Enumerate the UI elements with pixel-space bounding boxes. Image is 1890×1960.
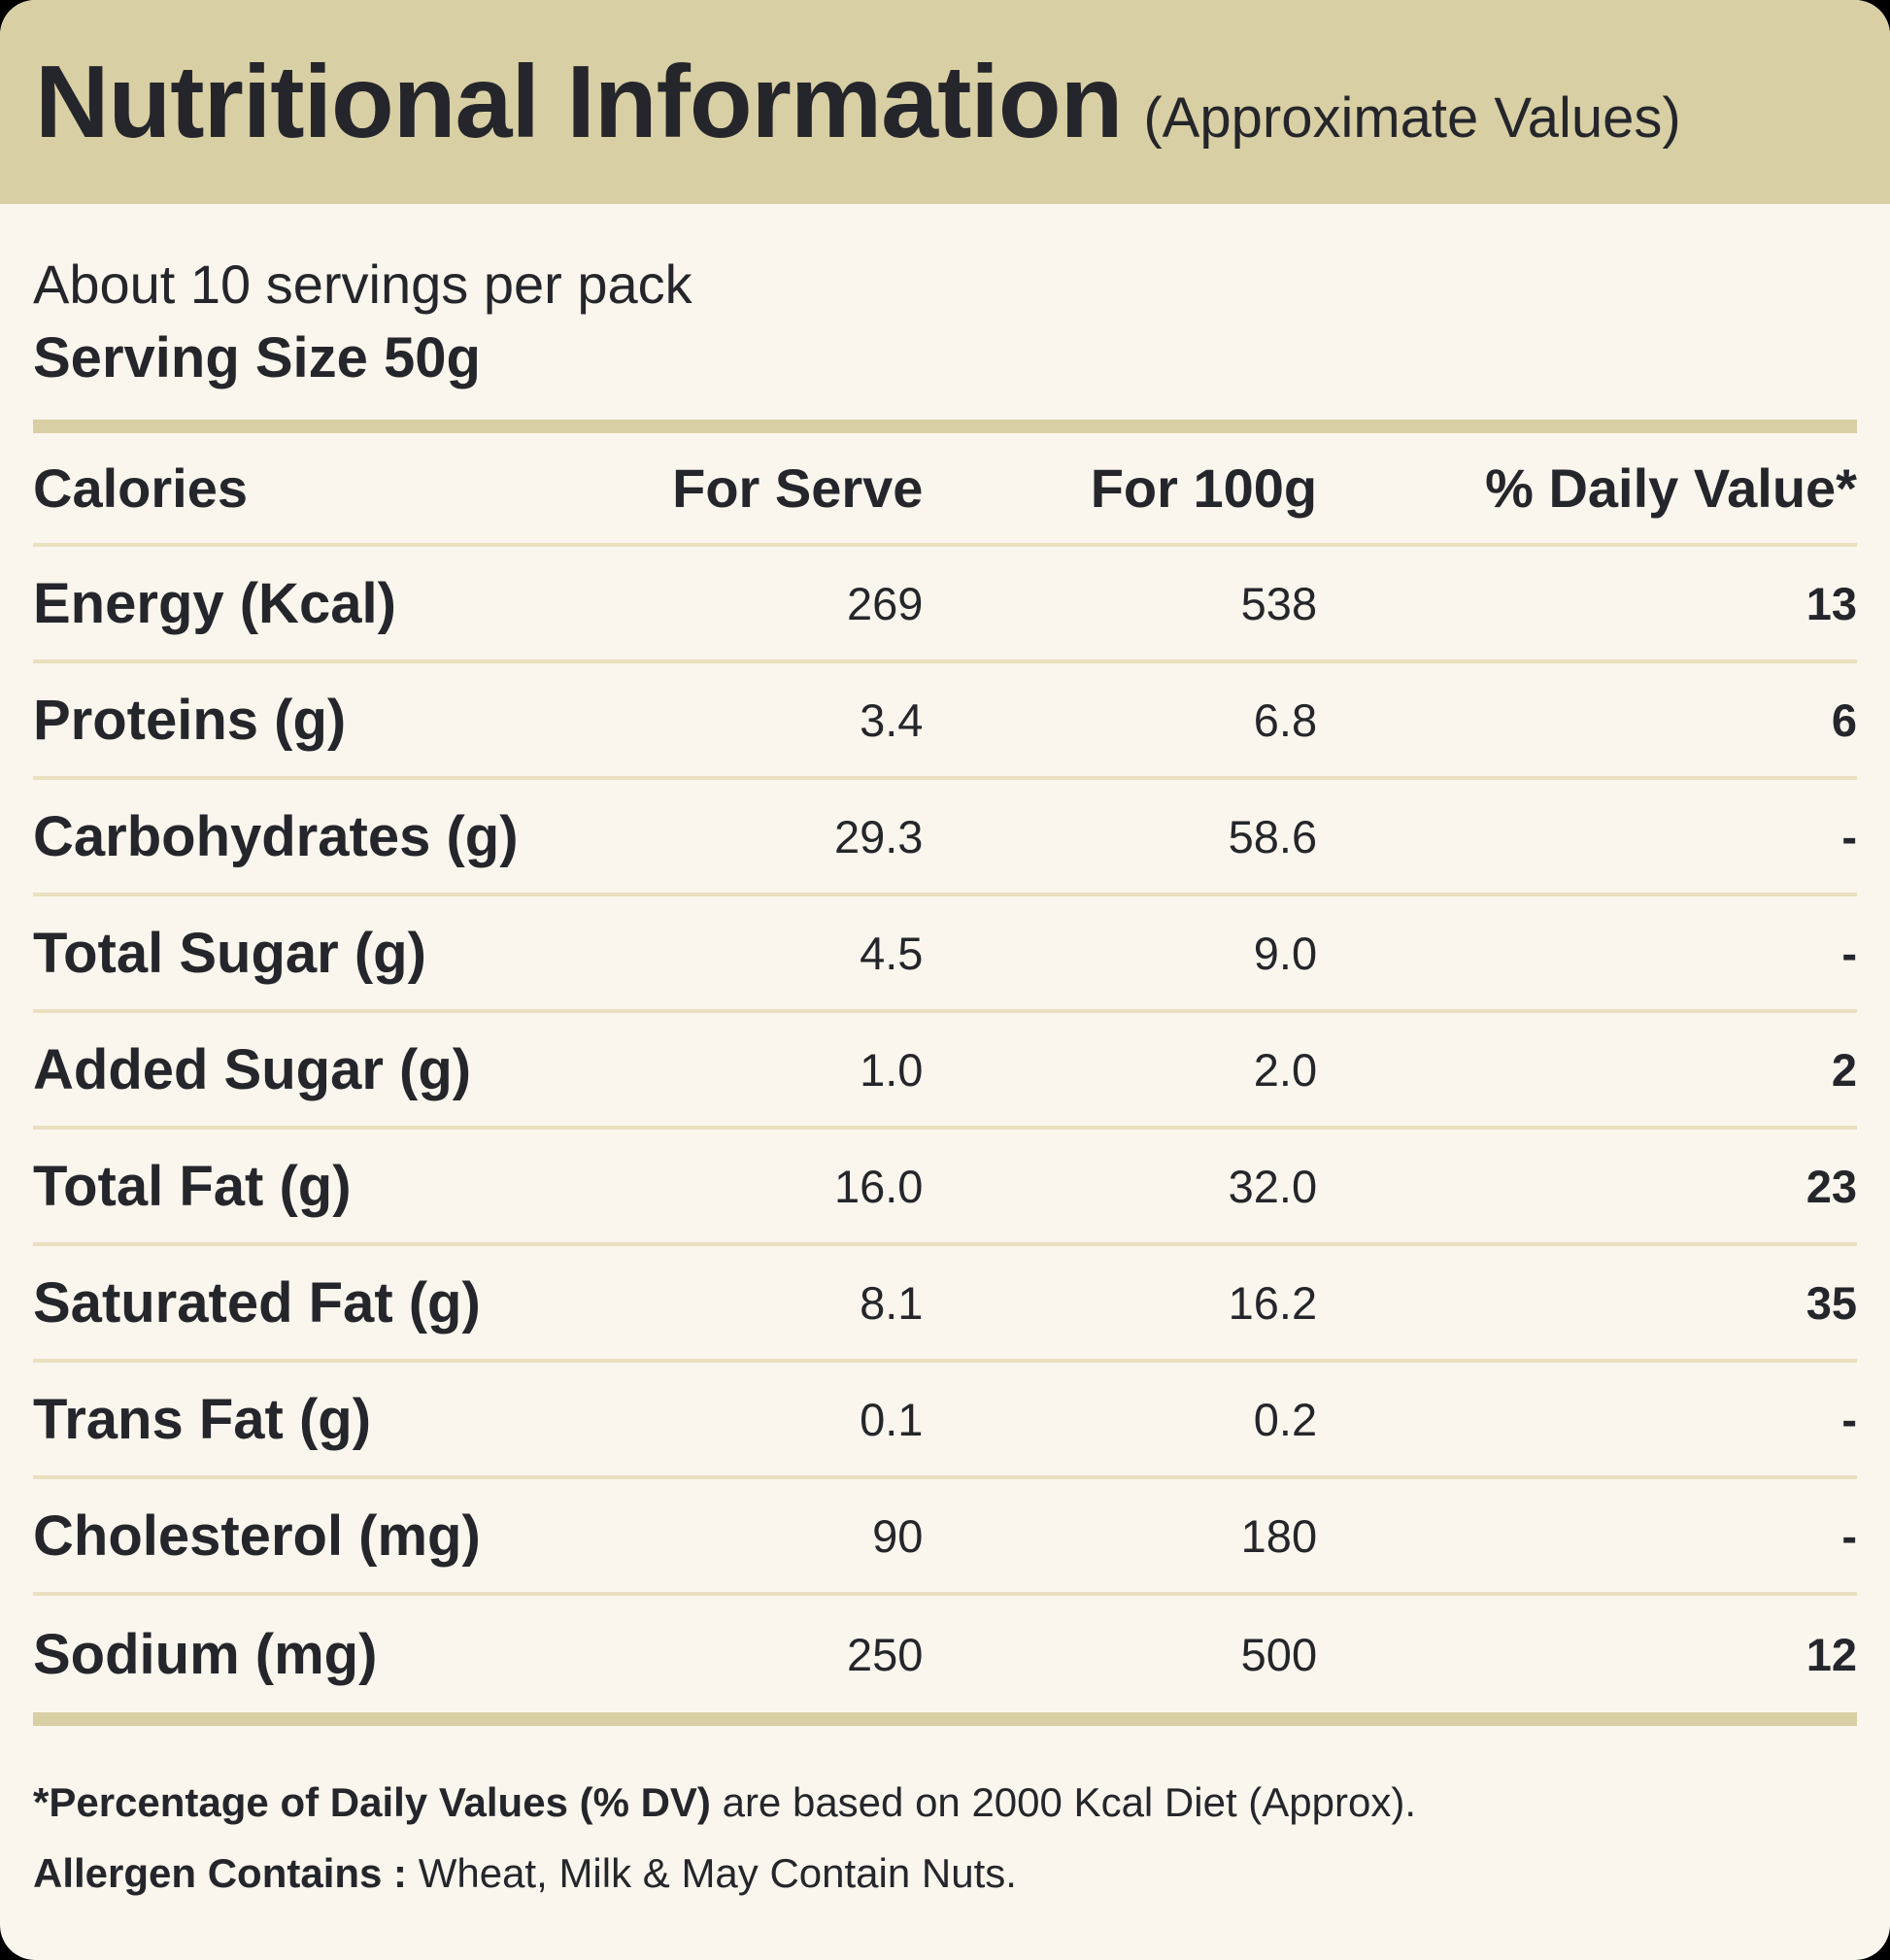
table-row: Proteins (g) 3.4 6.8 6	[33, 663, 1857, 780]
daily-value-footnote: *Percentage of Daily Values (% DV) are b…	[33, 1773, 1857, 1832]
row-value-for-100g: 9.0	[1253, 927, 1318, 979]
page-title: Nutritional Information (Approximate Valu…	[35, 44, 1681, 161]
nutrition-table: Calories For Serve For 100g % Daily Valu…	[33, 433, 1857, 1712]
row-value-daily-value: 23	[1806, 1160, 1857, 1212]
servings-per-pack: About 10 servings per pack	[33, 253, 692, 315]
row-label: Total Fat (g)	[33, 1154, 352, 1218]
daily-value-footnote-bold: *Percentage of Daily Values (% DV)	[33, 1779, 711, 1825]
row-label: Cholesterol (mg)	[33, 1504, 481, 1568]
table-row: Carbohydrates (g) 29.3 58.6 -	[33, 780, 1857, 896]
allergen-footnote-rest: Wheat, Milk & May Contain Nuts.	[407, 1850, 1017, 1896]
row-value-for-100g: 538	[1240, 577, 1318, 629]
row-label: Carbohydrates (g)	[33, 804, 519, 868]
row-label: Total Sugar (g)	[33, 921, 426, 985]
row-value-daily-value: -	[1841, 927, 1857, 979]
row-label: Energy (Kcal)	[33, 571, 396, 635]
header-band: Nutritional Information (Approximate Valu…	[0, 0, 1890, 204]
row-value-daily-value: 12	[1806, 1628, 1857, 1680]
row-value-for-100g: 2.0	[1253, 1043, 1318, 1096]
row-value-daily-value: 35	[1806, 1276, 1857, 1329]
row-value-for-serve: 16.0	[833, 1160, 924, 1212]
row-value-for-serve: 250	[847, 1628, 924, 1680]
row-value-for-100g: 180	[1240, 1509, 1318, 1562]
table-row: Cholesterol (mg) 90 180 -	[33, 1479, 1857, 1596]
table-row: Sodium (mg) 250 500 12	[33, 1596, 1857, 1712]
page-title-text: Nutritional Information	[35, 44, 1123, 159]
row-value-for-serve: 0.1	[860, 1393, 924, 1445]
row-label: Trans Fat (g)	[33, 1387, 372, 1451]
table-row: Total Sugar (g) 4.5 9.0 -	[33, 896, 1857, 1013]
serving-size: Serving Size 50g	[33, 326, 481, 389]
table-row: Trans Fat (g) 0.1 0.2 -	[33, 1363, 1857, 1479]
row-value-daily-value: 6	[1831, 693, 1857, 746]
row-value-for-100g: 32.0	[1228, 1160, 1318, 1212]
divider-bar-bottom	[33, 1712, 1857, 1726]
allergen-footnote-bold: Allergen Contains :	[33, 1850, 408, 1896]
column-header-for-100g: For 100g	[1090, 457, 1318, 519]
daily-value-footnote-rest: are based on 2000 Kcal Diet (Approx).	[710, 1779, 1417, 1825]
row-label: Proteins (g)	[33, 688, 347, 752]
table-row: Total Fat (g) 16.0 32.0 23	[33, 1130, 1857, 1246]
row-value-for-serve: 3.4	[860, 693, 924, 746]
serving-info: About 10 servings per pack Serving Size …	[0, 204, 1890, 390]
column-header-calories: Calories	[33, 457, 248, 519]
row-value-daily-value: 2	[1831, 1043, 1857, 1096]
row-value-for-serve: 90	[872, 1509, 924, 1562]
row-value-daily-value: -	[1841, 1393, 1857, 1445]
row-value-for-serve: 269	[847, 577, 924, 629]
column-header-for-serve: For Serve	[672, 457, 924, 519]
row-value-daily-value: 13	[1806, 577, 1857, 629]
table-row: Energy (Kcal) 269 538 13	[33, 547, 1857, 663]
row-value-daily-value: -	[1841, 1509, 1857, 1562]
row-value-for-100g: 58.6	[1228, 810, 1318, 862]
row-value-for-100g: 6.8	[1253, 693, 1318, 746]
row-value-for-100g: 16.2	[1228, 1276, 1318, 1329]
table-header-row: Calories For Serve For 100g % Daily Valu…	[33, 433, 1857, 547]
table-row: Saturated Fat (g) 8.1 16.2 35	[33, 1246, 1857, 1363]
row-value-daily-value: -	[1841, 810, 1857, 862]
allergen-footnote: Allergen Contains : Wheat, Milk & May Co…	[33, 1843, 1857, 1903]
row-label: Saturated Fat (g)	[33, 1270, 481, 1335]
row-value-for-100g: 0.2	[1253, 1393, 1318, 1445]
page-subtitle: (Approximate Values)	[1143, 85, 1681, 150]
row-value-for-serve: 29.3	[833, 810, 924, 862]
row-value-for-100g: 500	[1240, 1628, 1318, 1680]
row-value-for-serve: 8.1	[860, 1276, 924, 1329]
table-row: Added Sugar (g) 1.0 2.0 2	[33, 1013, 1857, 1130]
column-header-daily-value: % Daily Value*	[1485, 457, 1857, 519]
row-label: Added Sugar (g)	[33, 1037, 472, 1101]
divider-bar-top	[33, 420, 1857, 433]
table-body: Energy (Kcal) 269 538 13 Proteins (g) 3.…	[33, 547, 1857, 1712]
row-value-for-serve: 4.5	[860, 927, 924, 979]
row-label: Sodium (mg)	[33, 1622, 378, 1686]
footnotes: *Percentage of Daily Values (% DV) are b…	[0, 1726, 1890, 1903]
row-value-for-serve: 1.0	[860, 1043, 924, 1096]
